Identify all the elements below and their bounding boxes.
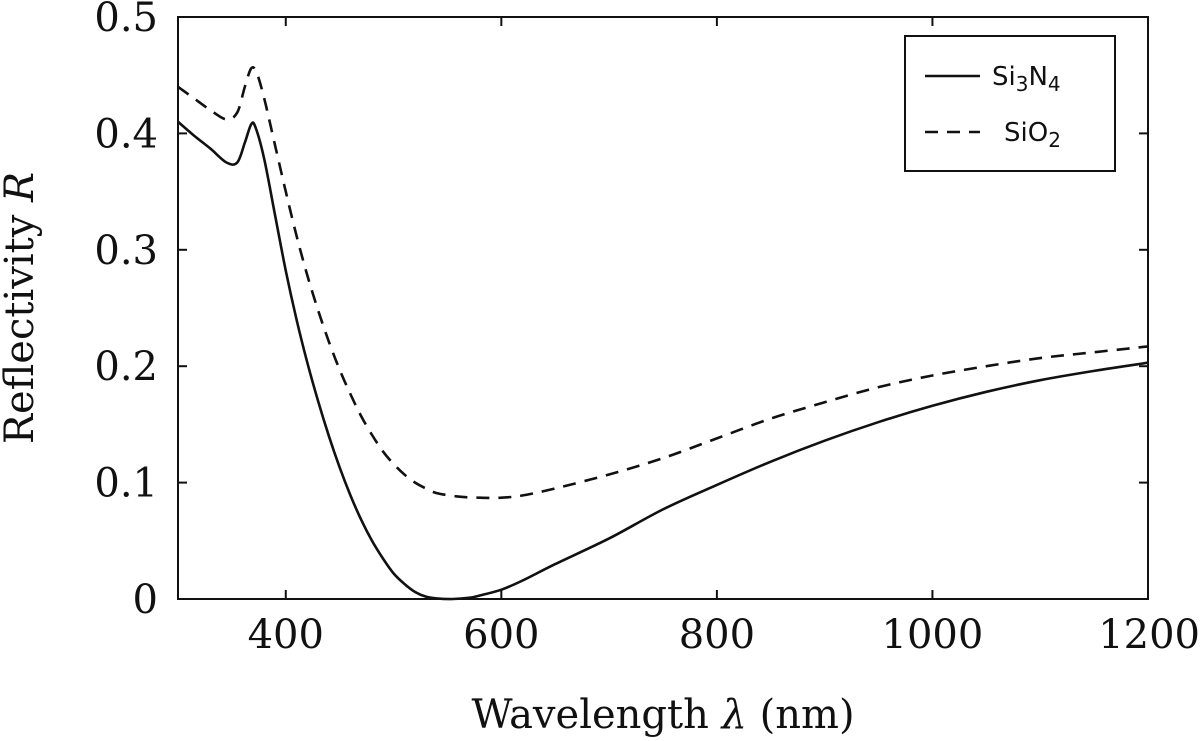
y-axis-label: Reflectivity R [0, 172, 43, 444]
y-tick-label: 0.3 [94, 228, 158, 274]
y-axis-label-text: Reflectivity [0, 202, 43, 444]
tick-labels: 400 600 800 1000 1200 0 0.1 0.2 0.3 0.4 0.5 [94, 0, 1200, 658]
plot-frame [177, 16, 1149, 600]
x-axis-label-symbol: λ [720, 692, 747, 738]
legend-box [904, 35, 1116, 172]
plot-lines [177, 65, 1149, 601]
legend-sio2-a-sub: 2 [1048, 128, 1061, 152]
legend-label-si3n4: Si3N4 [992, 62, 1061, 96]
x-tick-label: 600 [463, 612, 539, 658]
y-tick-label: 0.1 [94, 461, 158, 507]
legend-si3n4-b: N [1028, 62, 1047, 92]
y-axis-label-symbol: R [0, 172, 43, 203]
y-tick-label: 0.4 [94, 111, 158, 157]
x-tick-label: 1200 [1098, 612, 1200, 658]
legend-label-sio2: SiO2 [1004, 118, 1061, 152]
x-tick-label: 1000 [882, 612, 984, 658]
legend-sio2-a: SiO [1004, 118, 1048, 148]
x-tick-label: 800 [679, 612, 755, 658]
legend-si3n4-a: Si [992, 62, 1016, 92]
y-tick-label: 0 [133, 577, 158, 623]
legend: Si3N4 SiO2 [904, 35, 1116, 172]
legend-si3n4-b-sub: 4 [1048, 72, 1061, 96]
x-axis-label: Wavelength λ (nm) [471, 692, 854, 738]
y-tick-label: 0.2 [94, 344, 158, 390]
series-line-si3n4 [177, 120, 1149, 601]
y-tick-label: 0.5 [94, 0, 158, 41]
x-tick-label: 400 [248, 612, 324, 658]
x-axis-label-text: Wavelength [471, 692, 721, 738]
x-axis-label-unit: (nm) [747, 692, 855, 738]
legend-si3n4-a-sub: 3 [1016, 72, 1029, 96]
